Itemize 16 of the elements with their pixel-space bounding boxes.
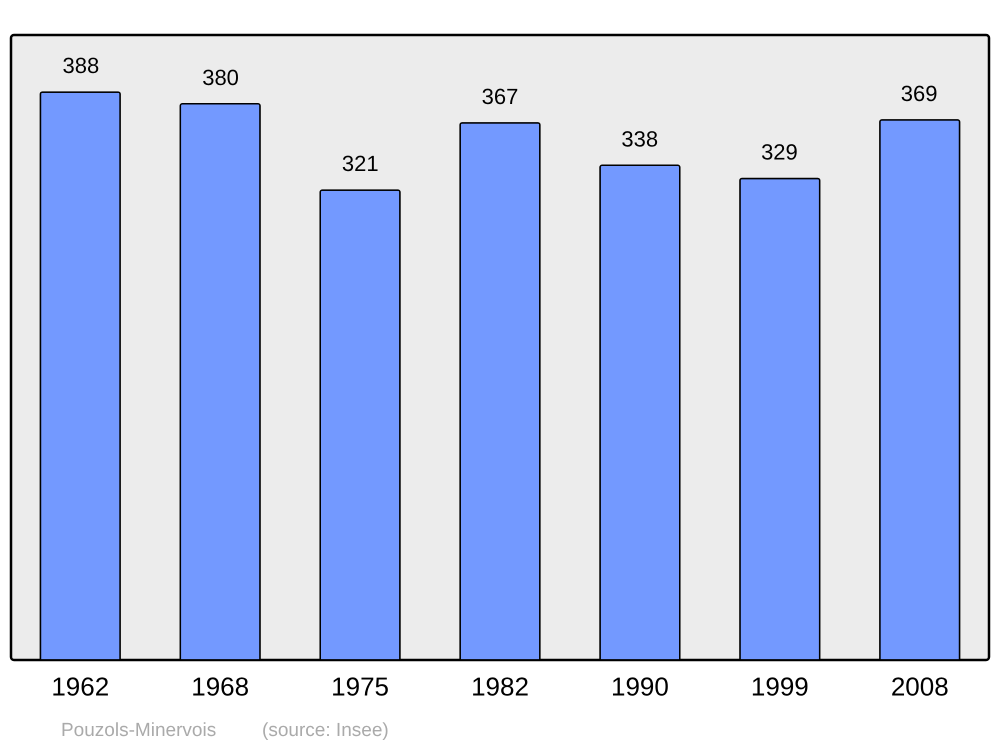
- data-label: 367: [482, 84, 518, 109]
- x-tick-label: 1962: [51, 672, 110, 702]
- data-label: 388: [62, 53, 100, 78]
- data-label: 329: [761, 139, 798, 164]
- x-tick-label: 1982: [471, 672, 529, 702]
- data-label: 321: [342, 151, 379, 176]
- x-tick-label: 2008: [890, 672, 949, 702]
- x-tick-label: 1975: [331, 672, 390, 702]
- text: (source: Insee): [262, 720, 389, 741]
- data-label: 369: [900, 80, 938, 106]
- x-tick-label: 1990: [610, 672, 669, 702]
- data-label: 338: [621, 126, 658, 152]
- x-tick-label: 1999: [750, 672, 809, 702]
- text: Pouzols-Minervois: [61, 720, 216, 741]
- x-tick-label: 1968: [191, 672, 250, 702]
- data-label: 380: [202, 64, 239, 90]
